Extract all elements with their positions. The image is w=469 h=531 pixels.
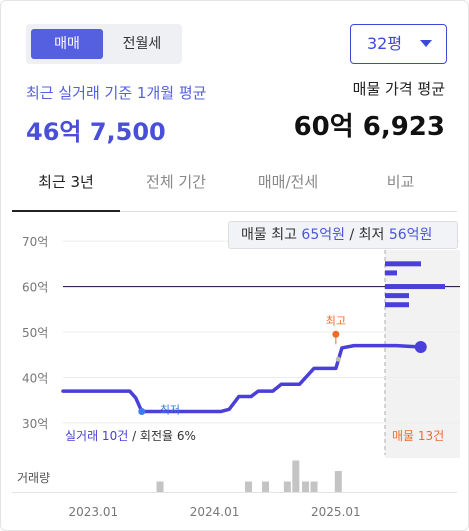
listing-price-bar (385, 302, 409, 308)
tab-recent-3y[interactable]: 최근 3년 (12, 160, 120, 212)
y-tick-label: 60억 (22, 281, 48, 295)
trade-type-toggle: 매매 전월세 (26, 24, 182, 64)
volume-label: 거래량 (17, 471, 50, 485)
listing-price-bar (385, 270, 397, 276)
listing-zone-bg (385, 250, 460, 458)
volume-bar (292, 460, 300, 492)
volume-bar (245, 481, 253, 492)
x-tick-label: 2023.01 (69, 505, 119, 519)
y-tick-label: 30억 (22, 417, 48, 431)
trade-count-note: 실거래 10건 / 회전율 6% (65, 429, 196, 443)
current-price-point (414, 341, 427, 353)
tooltip-separator: / 최저 (345, 227, 389, 243)
recent-avg-value: 46억 7,500 (26, 118, 166, 146)
tooltip-max-value: 65억원 (301, 227, 345, 243)
volume-bar (283, 481, 291, 492)
listing-avg-label: 매물 가격 평균 (352, 80, 445, 98)
volume-bar (302, 481, 310, 492)
volume-bar (310, 481, 318, 492)
x-tick-label: 2025.01 (311, 505, 361, 519)
x-tick-label: 2024.01 (190, 505, 240, 519)
area-size-value: 32평 (367, 34, 403, 53)
min-marker-label: 최저 (160, 404, 180, 417)
caret-down-icon (420, 40, 432, 47)
y-tick-label: 40억 (22, 371, 48, 385)
price-line (61, 343, 423, 414)
trade-option-rent[interactable]: 전월세 (122, 36, 162, 52)
volume-bar (334, 471, 342, 492)
listing-count-note: 매물 13건 (392, 429, 444, 443)
secondary-point (335, 356, 341, 362)
area-size-dropdown[interactable]: 32평 (350, 24, 447, 64)
volume-bar (156, 481, 164, 492)
listing-avg-value: 60억 6,923 (293, 112, 445, 142)
listing-price-bar (385, 261, 421, 267)
trade-option-sale[interactable]: 매매 (31, 29, 103, 59)
tooltip-min-value: 56억원 (388, 227, 433, 243)
recent-avg-label: 최근 실거래 기준 1개월 평균 (26, 84, 207, 102)
tooltip-prefix: 매물 최고 (241, 227, 302, 243)
tab-all-period[interactable]: 전체 기간 (146, 173, 206, 191)
max-marker-dot (332, 330, 340, 338)
tab-sale-jeonse[interactable]: 매매/전세 (257, 173, 319, 191)
max-marker-label: 최고 (326, 314, 346, 327)
listing-price-bar (385, 284, 445, 290)
y-tick-label: 70억 (22, 235, 48, 249)
period-tabs: 최근 3년 전체 기간 매매/전세 비교 (12, 160, 457, 212)
tab-compare[interactable]: 비교 (386, 173, 415, 191)
y-tick-label: 50억 (22, 326, 48, 340)
volume-bar (262, 481, 270, 492)
listing-range-tooltip: 매물 최고 65억원 / 최저 56억원 (228, 221, 458, 249)
min-marker-dot (138, 408, 146, 416)
listing-price-bar (385, 293, 409, 299)
